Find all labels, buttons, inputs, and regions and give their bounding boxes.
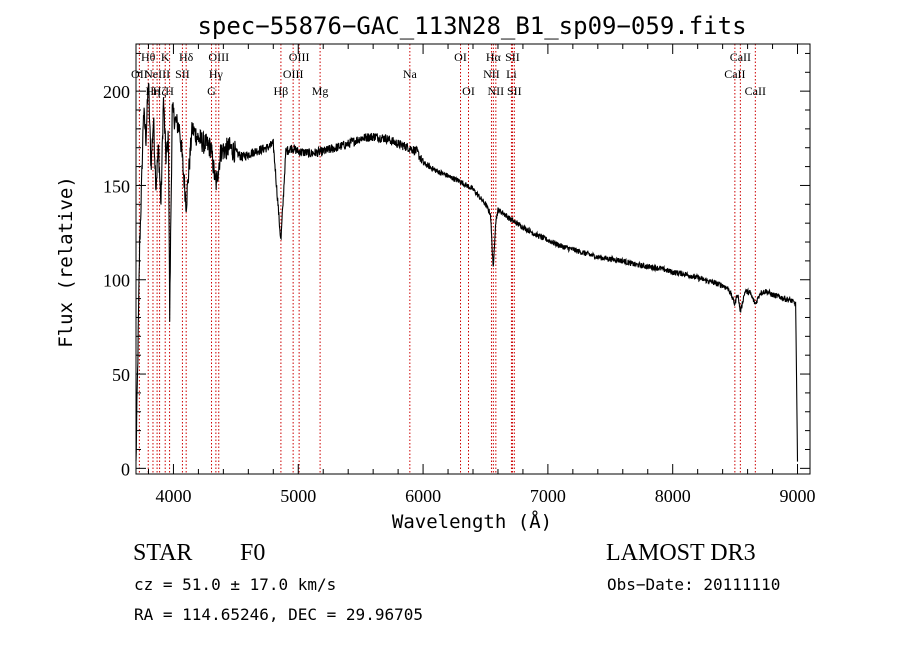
chart-title: spec−55876−GAC_113N28_B1_sp09−059.fits [197,12,746,40]
y-axis: 0 50 100 150 200 [103,52,810,479]
sky-coordinates: RA = 114.65246, DEC = 29.96705 [134,605,423,624]
line-label: CaII [730,50,751,64]
line-label: Mg [312,84,329,98]
line-label: Hγ [209,67,224,81]
line-label: Hβ [274,84,289,98]
line-label: OI [454,50,467,64]
plot-frame [135,43,811,475]
spectrum-chart: spec−55876−GAC_113N28_B1_sp09−059.fits O… [55,12,816,533]
x-tick-label: 7000 [530,486,566,506]
x-tick-label: 5000 [280,486,316,506]
line-label: SII [175,67,190,81]
line-label: CaII [745,84,766,98]
line-label: NII [483,67,500,81]
line-label: Hδ [179,50,194,64]
redshift-velocity: cz = 51.0 ± 17.0 km/s [134,575,337,594]
line-label: Li [506,67,517,81]
line-label: SII [505,50,520,64]
line-label: OIII [208,50,229,64]
object-subclass: F0 [240,540,266,566]
line-label: Hζ [153,84,167,98]
y-tick-label: 50 [112,365,130,385]
line-label: OI [462,84,475,98]
line-label: CaII [724,67,745,81]
line-label: NeIII [144,67,170,81]
line-label: OII [131,67,148,81]
x-tick-label: 4000 [155,486,191,506]
y-tick-label: 150 [103,176,130,196]
line-label: OIII [283,67,304,81]
y-axis-label: Flux (relative) [55,176,77,348]
x-tick-label: 6000 [405,486,441,506]
observation-date: Obs−Date: 20111110 [607,575,781,594]
line-label: H [165,84,174,98]
object-class: STAR [133,540,193,566]
spectrum-series-line [135,82,799,462]
line-label: OIII [289,50,310,64]
line-markers [138,44,756,474]
line-labels: OIIHθHηNeIIIHζKHSIIHδGHγOIIIHβOIIIOIIIMg… [131,50,766,98]
line-label: NII [488,84,505,98]
x-tick-label: 9000 [780,486,816,506]
y-tick-label: 0 [121,459,130,479]
survey-name: LAMOST DR3 [606,540,756,566]
x-axis-label: Wavelength (Å) [392,510,552,533]
line-label: Hθ [141,50,156,64]
line-label: Hα [486,50,502,64]
line-label: G [207,84,216,98]
y-tick-label: 100 [103,271,130,291]
x-tick-label: 8000 [655,486,691,506]
x-axis: 4000 5000 6000 7000 8000 9000 [147,44,816,506]
line-label: SII [507,84,522,98]
line-label: K [161,50,170,64]
y-tick-label: 200 [103,82,130,102]
line-label: Na [403,67,418,81]
